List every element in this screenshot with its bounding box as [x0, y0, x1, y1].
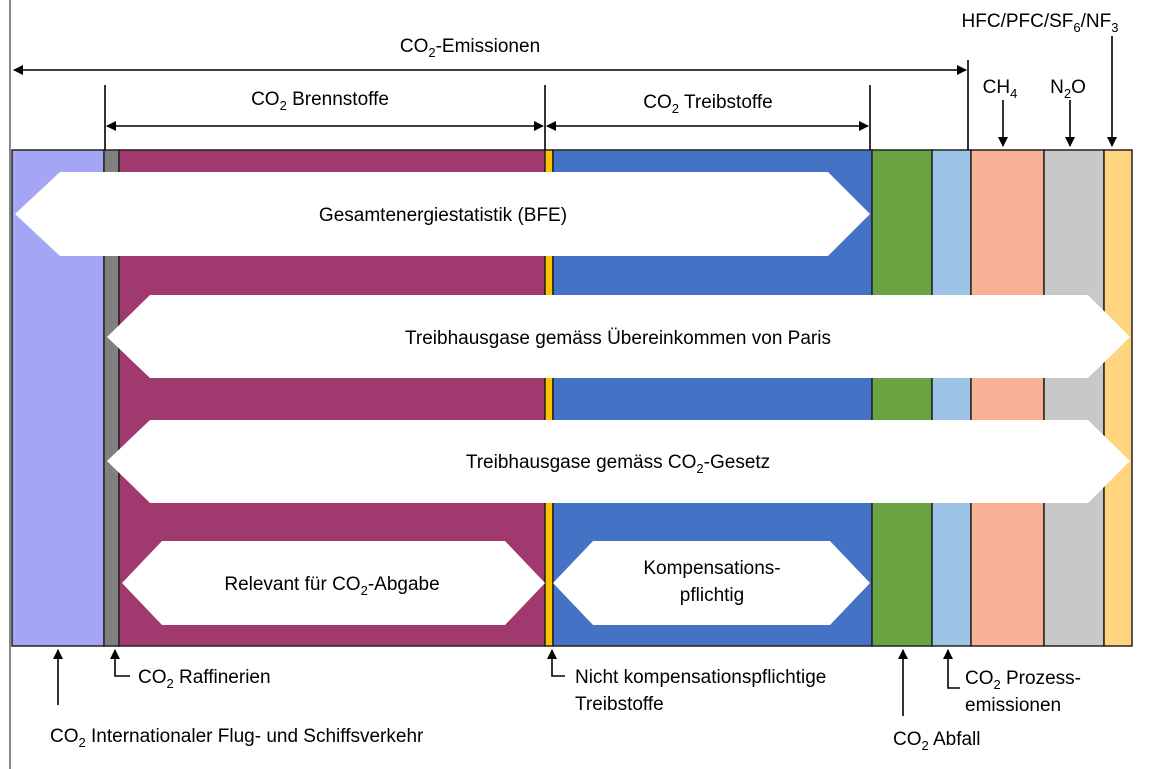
text-part: CO [893, 729, 922, 750]
text-part: CO [643, 92, 672, 113]
subscript: 4 [1010, 86, 1017, 101]
hex-bands [15, 172, 1130, 625]
text-part: Gesamtenergiestatistik (BFE) [319, 205, 567, 226]
text-part: -Abgabe [368, 574, 440, 595]
text-part: Abfall [929, 729, 981, 750]
subscript: 3 [1111, 20, 1118, 35]
ch4-label: CH4 [983, 77, 1018, 101]
nicht-kompensation-label: Nicht kompensationspflichtige Treibstoffe [575, 667, 826, 715]
text-part: Treibhausgase gemäss Übereinkommen von P… [405, 328, 831, 349]
text-part: Prozess- [1001, 668, 1081, 689]
subscript: 2 [428, 45, 435, 60]
top-arrows [13, 36, 1117, 150]
text-part: -Emissionen [436, 36, 541, 57]
text-part: pflichtig [680, 585, 744, 606]
subscript: 2 [696, 461, 703, 476]
subscript: 6 [1073, 20, 1080, 35]
subscript: 2 [1064, 86, 1071, 101]
co2-treibstoffe-label: CO2 Treibstoffe [643, 92, 772, 116]
text-part: Internationaler Flug- und Schiffsverkehr [86, 726, 424, 747]
international-label: CO2 Internationaler Flug- und Schiffsver… [50, 726, 424, 750]
abfall-label: CO2 Abfall [893, 729, 981, 753]
text-part: CO [251, 89, 280, 110]
text-part: CO [138, 667, 167, 688]
co2-brennstoffe-label: CO2 Brennstoffe [251, 89, 389, 113]
text-part: CO [50, 726, 79, 747]
text-part: Nicht kompensationspflichtige [575, 667, 826, 688]
text-part: Raffinerien [174, 667, 271, 688]
text-part: -Gesetz [704, 452, 771, 473]
text-part: Relevant für CO [224, 574, 360, 595]
kompensation-label: Kompensations-pflichtig [643, 558, 780, 606]
paris-label: Treibhausgase gemäss Übereinkommen von P… [405, 328, 831, 349]
text-part: CO [965, 668, 994, 689]
text-part: N [1050, 77, 1064, 98]
text-part: Treibhausgase gemäss CO [466, 452, 697, 473]
co2-emissionen-label: CO2-Emissionen [400, 36, 540, 60]
co2-abgabe-label: Relevant für CO2-Abgabe [224, 574, 439, 598]
subscript: 2 [167, 676, 174, 691]
subscript: 2 [922, 738, 929, 753]
text-part: /NF [1081, 11, 1112, 32]
raffinerien-label: CO2 Raffinerien [138, 667, 271, 691]
gesamtenergie-label: Gesamtenergiestatistik (BFE) [319, 205, 567, 226]
subscript: 2 [280, 98, 287, 113]
prozess-label: CO2 Prozess-emissionen [965, 668, 1081, 716]
text-part: Treibstoffe [679, 92, 773, 113]
text-part: Kompensations- [643, 558, 780, 579]
subscript: 2 [672, 101, 679, 116]
text-part: HFC/PFC/SF [962, 11, 1074, 32]
subscript: 2 [361, 583, 368, 598]
subscript: 2 [79, 735, 86, 750]
text-part: emissionen [965, 695, 1061, 716]
text-part: Treibstoffe [575, 694, 664, 715]
text-part: CO [400, 36, 429, 57]
text-part: CH [983, 77, 1010, 98]
hfc-label: HFC/PFC/SF6/NF3 [962, 11, 1119, 35]
text-part: Brennstoffe [287, 89, 389, 110]
bottom-arrows [53, 649, 960, 716]
co2-gesetz-label: Treibhausgase gemäss CO2-Gesetz [466, 452, 770, 476]
subscript: 2 [994, 677, 1001, 692]
n2o-label: N2O [1050, 77, 1086, 101]
text-part: O [1071, 77, 1086, 98]
